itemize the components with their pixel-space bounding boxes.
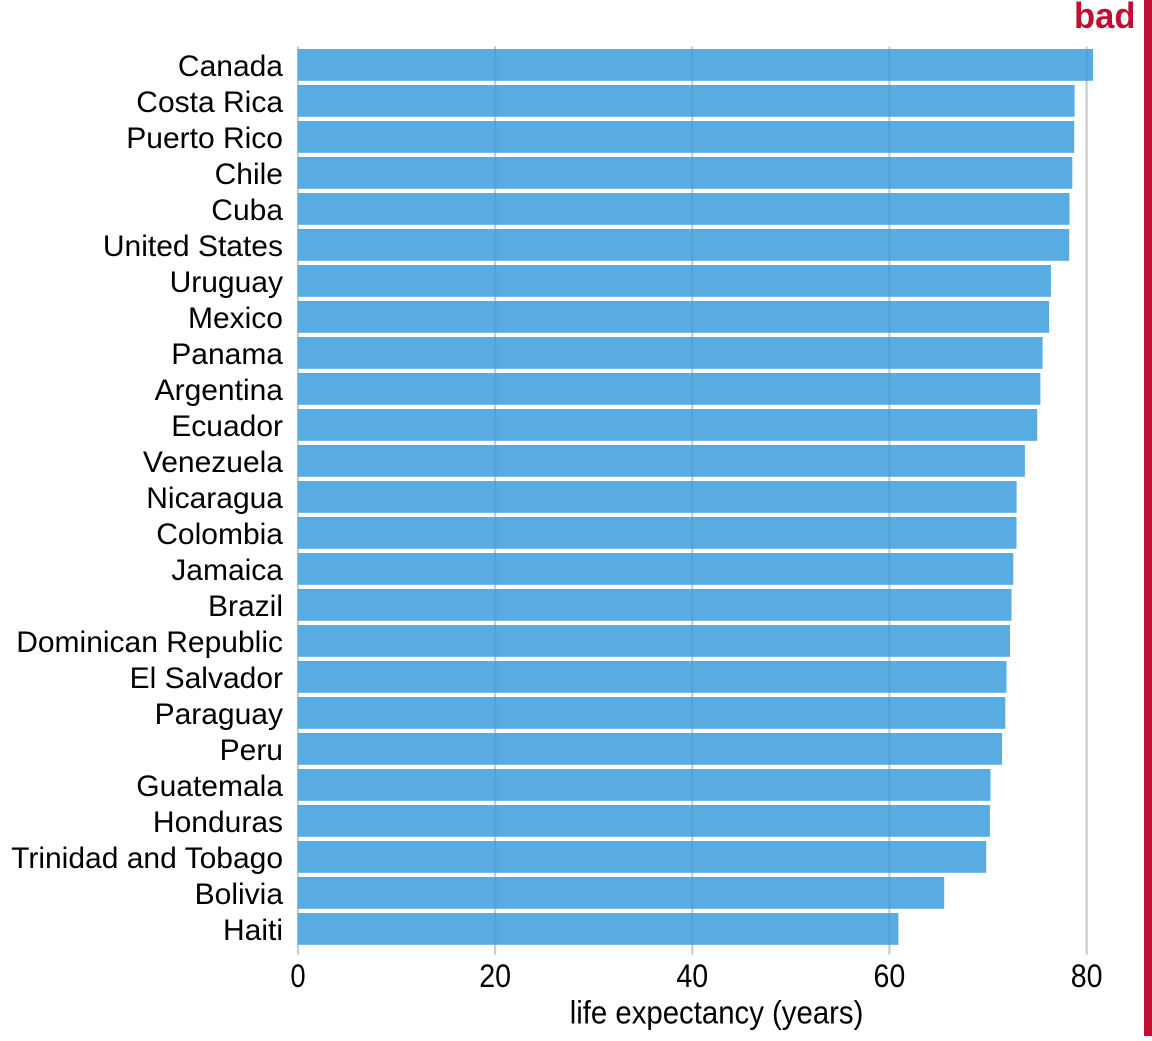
svg-text:Uruguay: Uruguay <box>170 266 283 299</box>
svg-text:0: 0 <box>290 958 305 994</box>
svg-text:Paraguay: Paraguay <box>155 698 283 731</box>
svg-text:Haiti: Haiti <box>223 914 283 947</box>
svg-text:Panama: Panama <box>171 338 283 371</box>
svg-text:Jamaica: Jamaica <box>171 554 283 587</box>
svg-text:Colombia: Colombia <box>156 518 283 551</box>
svg-text:Argentina: Argentina <box>155 374 284 407</box>
svg-text:Peru: Peru <box>220 734 283 767</box>
svg-text:Bolivia: Bolivia <box>195 878 284 911</box>
svg-text:Nicaragua: Nicaragua <box>146 482 283 515</box>
svg-text:80: 80 <box>1071 958 1103 994</box>
svg-text:Venezuela: Venezuela <box>143 446 283 479</box>
svg-text:20: 20 <box>479 958 511 994</box>
svg-text:Ecuador: Ecuador <box>171 410 283 443</box>
svg-text:Cuba: Cuba <box>211 194 283 227</box>
svg-text:Brazil: Brazil <box>208 590 283 623</box>
svg-text:United States: United States <box>103 230 283 263</box>
svg-text:life expectancy (years): life expectancy (years) <box>570 995 864 1031</box>
svg-text:El Salvador: El Salvador <box>130 662 283 695</box>
svg-text:Guatemala: Guatemala <box>136 770 283 803</box>
svg-text:Costa Rica: Costa Rica <box>136 86 283 119</box>
svg-text:40: 40 <box>676 958 708 994</box>
svg-text:Puerto Rico: Puerto Rico <box>126 122 283 155</box>
svg-text:Chile: Chile <box>215 158 283 191</box>
svg-text:Canada: Canada <box>178 50 283 83</box>
svg-text:Honduras: Honduras <box>153 806 283 839</box>
svg-text:60: 60 <box>874 958 906 994</box>
svg-text:bad: bad <box>1074 0 1136 36</box>
svg-text:Dominican Republic: Dominican Republic <box>16 626 283 659</box>
svg-text:Trinidad and Tobago: Trinidad and Tobago <box>11 842 283 875</box>
svg-text:Mexico: Mexico <box>188 302 283 335</box>
